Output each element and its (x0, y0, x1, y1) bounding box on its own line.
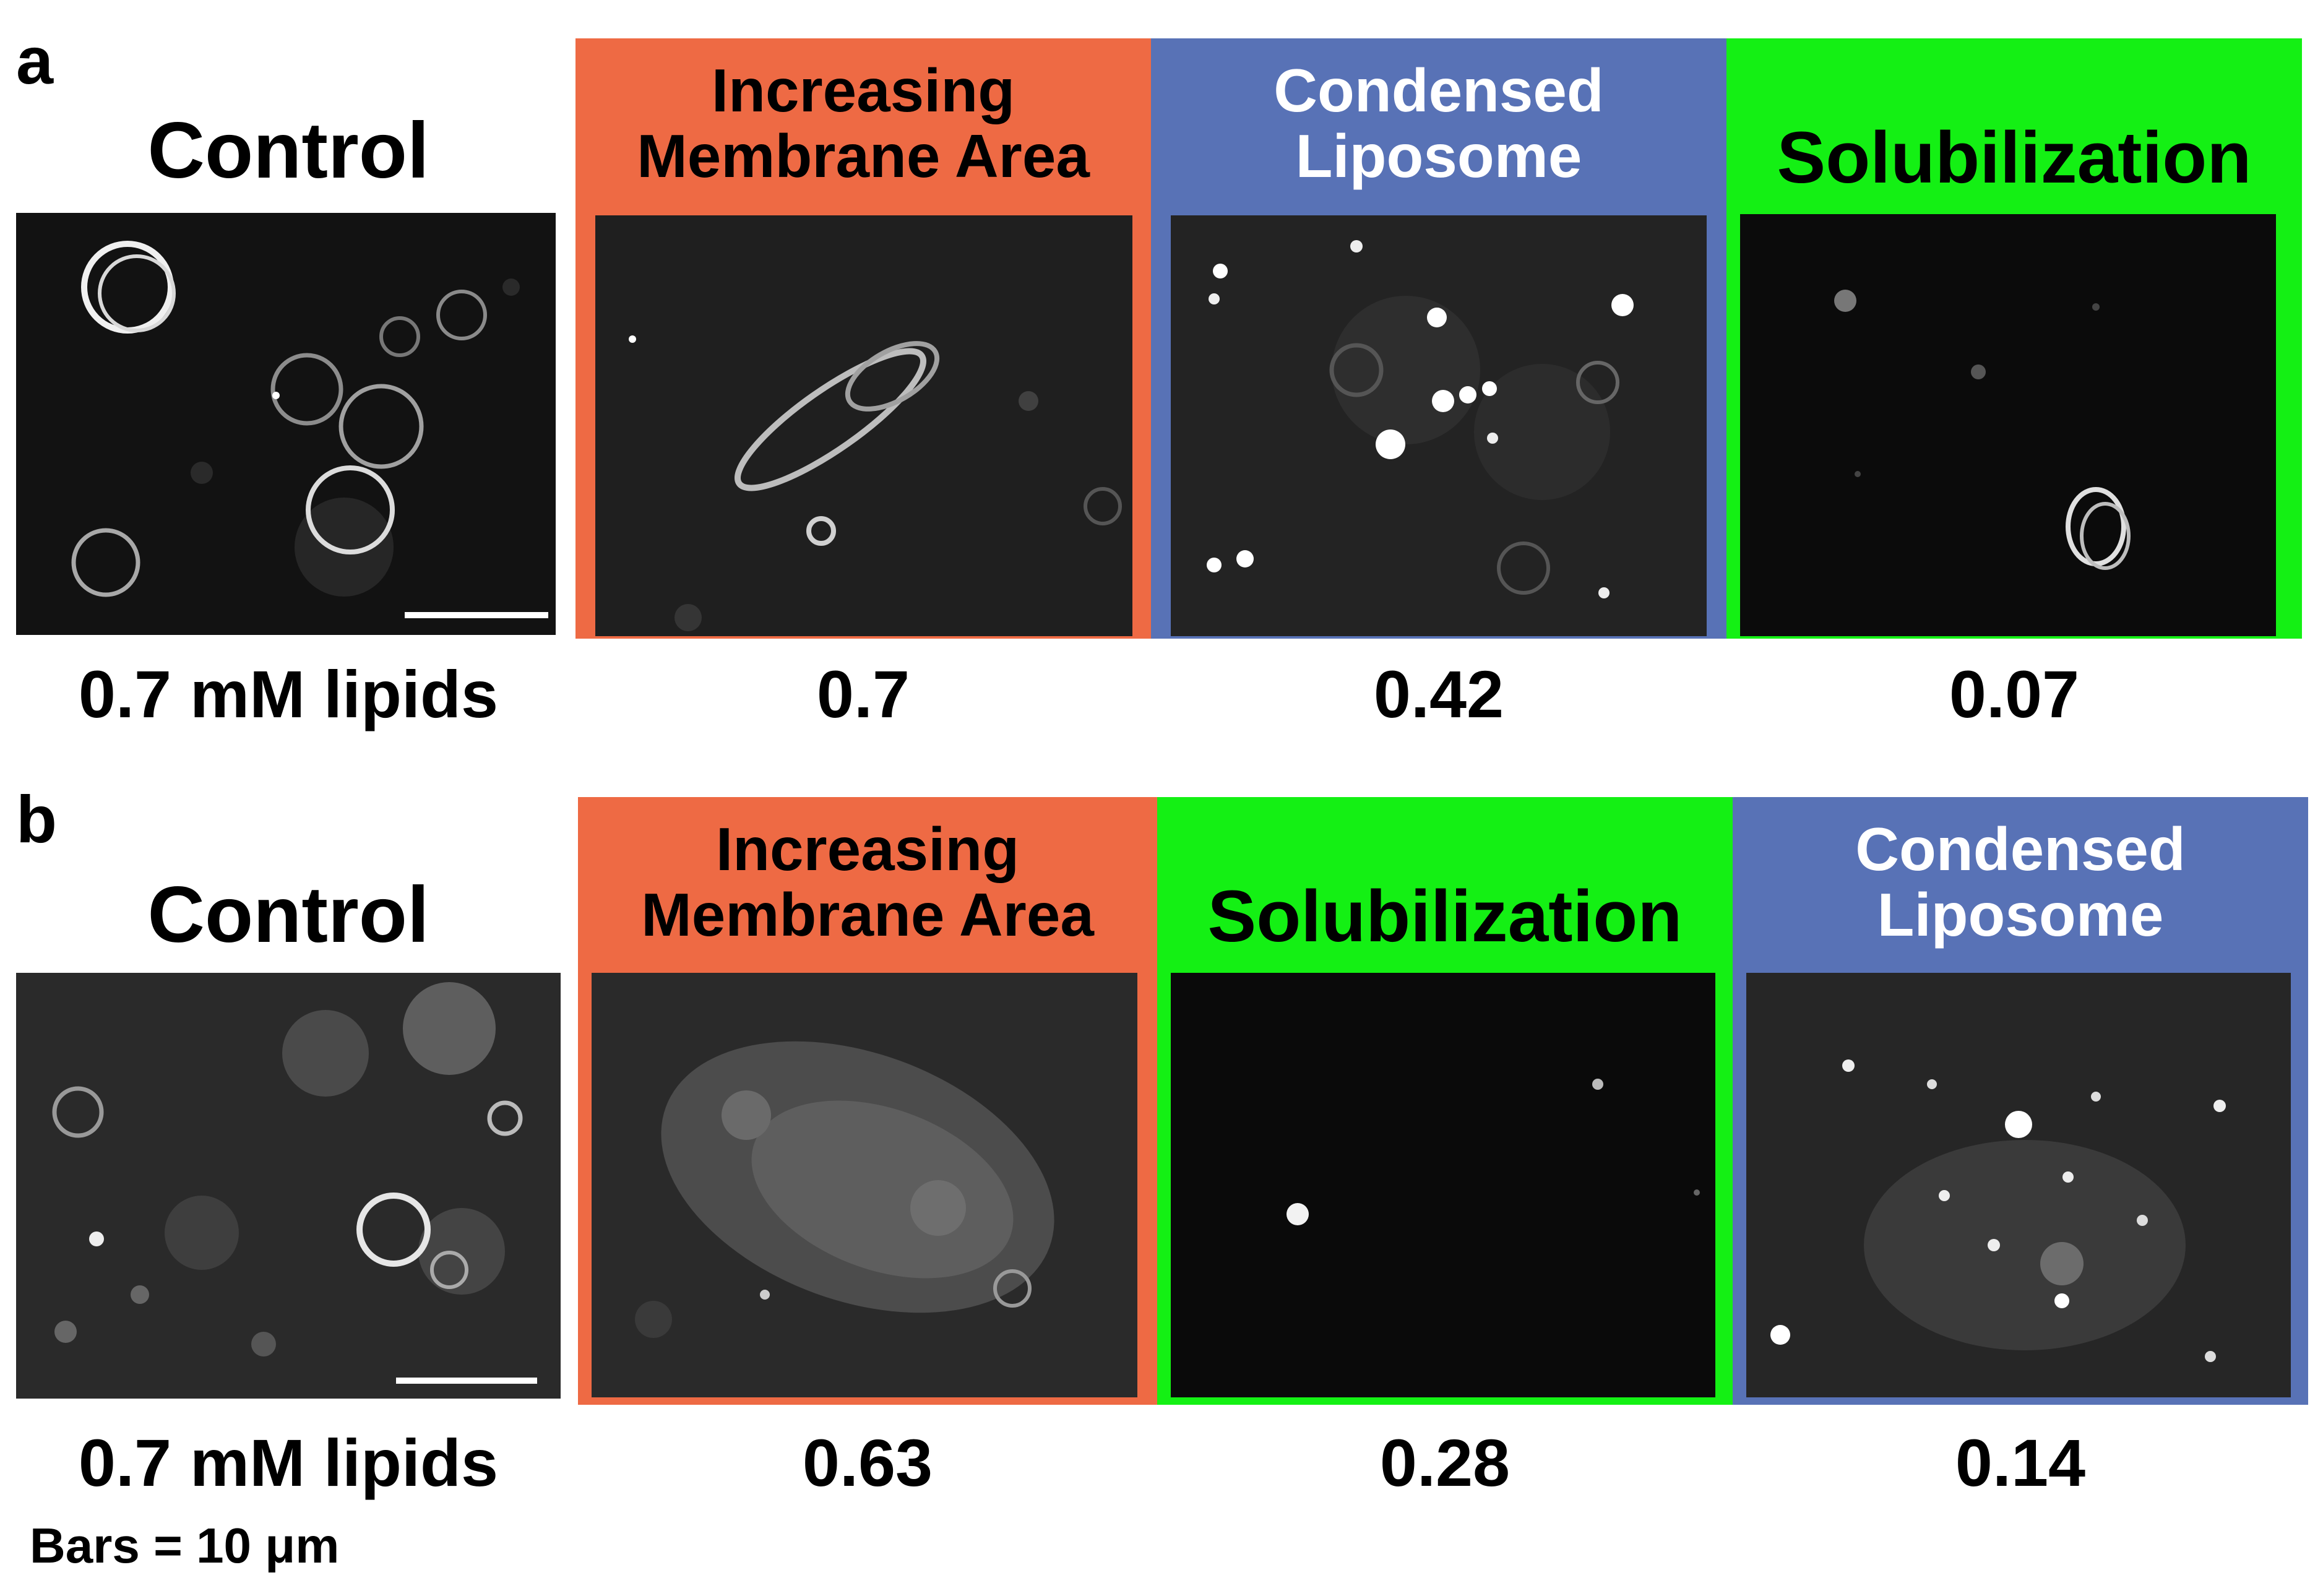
panel-a-letter: a (16, 23, 54, 98)
panel-b-control-value: 0.7 mM lipids (78, 1425, 499, 1500)
panel-a-condensed-image (1171, 215, 1707, 636)
panel-a-increasing-value: 0.7 (816, 657, 910, 731)
panel-b-control-title: Control (147, 871, 429, 959)
panel-a-control-value: 0.7 mM lipids (78, 657, 499, 731)
panel-b-solubilization-value: 0.28 (1379, 1425, 1511, 1500)
scale-bar-note: Bars = 10 μm (30, 1518, 340, 1573)
panel-b-condensed-line2: Liposome (1877, 880, 2164, 949)
panel-a-solubilization-value: 0.07 (1949, 657, 2080, 731)
panel-b-condensed-image (1746, 973, 2291, 1397)
panel-b-solubilization-image (1171, 973, 1715, 1397)
panel-b-condensed-value: 0.14 (1955, 1425, 2086, 1500)
panel-a-solubilization-box: Solubilization (1726, 38, 2302, 639)
panel-a-solubilization-label: Solubilization (1777, 117, 2252, 199)
panel-b-increasing-line2: Membrane Area (641, 880, 1094, 949)
panel-a-condensed-line1: Condensed (1274, 56, 1604, 124)
panel-a-increasing-label: Increasing Membrane Area (575, 58, 1151, 189)
panel-b-condensed-line1: Condensed (1855, 815, 2186, 883)
panel-b-increasing-value: 0.63 (802, 1425, 933, 1500)
panel-a-condensed-box: Condensed Liposome (1151, 38, 1726, 639)
panel-b-condensed-label: Condensed Liposome (1733, 815, 2308, 949)
panel-a-control-title: Control (147, 106, 429, 195)
panel-a-solubilization-image (1740, 214, 2276, 636)
panel-a-condensed-line2: Liposome (1295, 121, 1582, 190)
panel-b-solubilization-label: Solubilization (1207, 876, 1683, 957)
panel-b-condensed-box: Condensed Liposome (1733, 797, 2308, 1405)
panel-a-condensed-label: Condensed Liposome (1151, 58, 1726, 189)
panel-b-letter: b (16, 782, 57, 856)
panel-b-increasing-image (592, 973, 1137, 1397)
panel-a-increasing-box: Increasing Membrane Area (575, 38, 1151, 639)
panel-b-increasing-box: Increasing Membrane Area (578, 797, 1157, 1405)
panel-a-scale-bar (405, 612, 548, 618)
panel-a-control-image (16, 213, 556, 635)
panel-a-condensed-value: 0.42 (1373, 657, 1504, 731)
panel-b-increasing-line1: Increasing (715, 815, 1020, 883)
panel-b-solubilization-box: Solubilization (1157, 797, 1733, 1405)
panel-a-increasing-line2: Membrane Area (637, 121, 1090, 190)
panel-b-control-image (16, 973, 561, 1399)
panel-b-increasing-label: Increasing Membrane Area (578, 815, 1157, 949)
panel-b-scale-bar (396, 1378, 537, 1384)
panel-a-increasing-image (595, 215, 1132, 636)
panel-a-increasing-line1: Increasing (711, 56, 1015, 124)
